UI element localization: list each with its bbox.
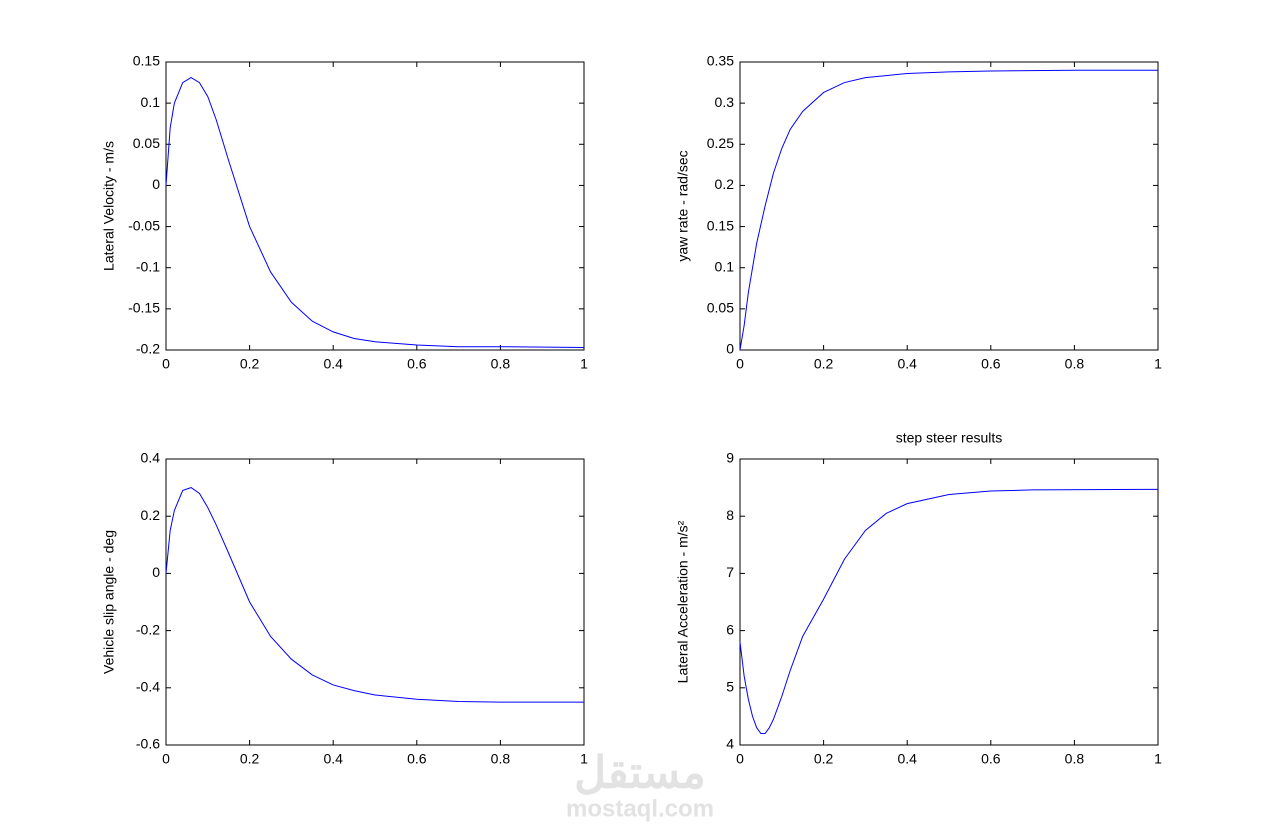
x-tick-label: 0.4: [323, 356, 343, 372]
y-tick-label: 4: [726, 736, 734, 752]
data-line: [739, 488, 1159, 735]
y-tick-label: -0.1: [136, 258, 160, 274]
x-tick-label: 0.2: [814, 751, 834, 767]
y-tick-label: 7: [726, 564, 734, 580]
axes-box: [739, 458, 1159, 746]
x-tick-label: 0.2: [240, 356, 260, 372]
data-line: [165, 487, 584, 703]
axes-box: [165, 458, 585, 746]
x-tick-label: 0.6: [981, 751, 1001, 767]
subplot: 0 0.2 0.4 0.6 0.8 1 -0.6 -0.4 -0.2 0 0.2 0.4 Vehicle…: [101, 450, 588, 767]
x-tick-label: 0.8: [1065, 751, 1085, 767]
y-tick-label: 8: [726, 507, 734, 523]
data-line: [739, 69, 1158, 351]
y-axis-label: Lateral Velocity - m/s: [101, 141, 117, 271]
y-tick-label: 0.15: [133, 53, 160, 69]
y-tick-label: 0: [726, 341, 734, 357]
y-axis-label: Vehicle slip angle - deg: [101, 530, 117, 674]
y-tick-label: 6: [726, 621, 734, 637]
x-tick-label: 1: [1154, 751, 1162, 767]
y-tick-label: -0.4: [136, 679, 160, 695]
axes-box: [165, 61, 585, 351]
x-tick-label: 0: [736, 356, 744, 372]
x-tick-label: 0.6: [407, 356, 427, 372]
y-tick-label: 0.2: [715, 176, 735, 192]
y-tick-label: -0.15: [128, 300, 160, 316]
y-tick-label: 0.15: [707, 217, 734, 233]
watermark-arabic: مستقل: [574, 749, 706, 798]
x-tick-label: 1: [580, 356, 588, 372]
y-tick-label: 0.1: [715, 258, 735, 274]
x-tick-label: 0: [162, 356, 170, 372]
y-tick-label: -0.2: [136, 621, 160, 637]
y-tick-label: 0.05: [133, 135, 160, 151]
subplot-title: step steer results: [896, 430, 1003, 446]
x-tick-label: 0.2: [814, 356, 834, 372]
x-tick-label: 0.8: [1065, 356, 1085, 372]
x-tick-label: 0.4: [897, 751, 917, 767]
x-tick-label: 0: [736, 751, 744, 767]
y-tick-label: 9: [726, 450, 734, 466]
x-tick-label: 0.4: [897, 356, 917, 372]
subplot: 0 0.2 0.4 0.6 0.8 1 -0.2 -0.15 -0.1 -0.05 0 0.05 0.1…: [101, 53, 588, 372]
y-tick-label: 0.1: [141, 94, 161, 110]
y-tick-label: 0.4: [141, 450, 161, 466]
data-line: [165, 77, 585, 349]
x-tick-label: 0.6: [981, 356, 1001, 372]
x-tick-label: 0.8: [491, 751, 511, 767]
x-tick-label: 0.4: [323, 751, 343, 767]
axes-box: [739, 61, 1159, 351]
x-tick-label: 0.8: [491, 356, 511, 372]
y-tick-label: 5: [726, 679, 734, 695]
x-tick-label: 1: [580, 751, 588, 767]
x-tick-label: 0: [162, 751, 170, 767]
x-tick-label: 0.6: [407, 751, 427, 767]
y-tick-label: 0.2: [141, 507, 161, 523]
subplot: 0 0.2 0.4 0.6 0.8 1 0 0.05 0.1 0.15 0.2 0.25 0.3 0.35…: [675, 53, 1162, 372]
watermark-latin: mostaql.com: [566, 795, 714, 822]
y-tick-label: 0.05: [707, 300, 734, 316]
y-tick-label: 0.3: [715, 94, 735, 110]
y-axis-label: Lateral Acceleration - m/s²: [675, 520, 691, 683]
y-tick-label: -0.05: [128, 217, 160, 233]
x-tick-label: 0.2: [240, 751, 260, 767]
y-tick-label: -0.6: [136, 736, 160, 752]
y-tick-label: -0.2: [136, 341, 160, 357]
y-tick-label: 0.35: [707, 53, 734, 69]
x-tick-label: 1: [1154, 356, 1162, 372]
y-axis-label: yaw rate - rad/sec: [675, 150, 691, 261]
subplot: 0 0.2 0.4 0.6 0.8 1 4 5 6 7 8 9 Lateral Acceleration…: [675, 430, 1162, 767]
y-tick-label: 0: [152, 176, 160, 192]
y-tick-label: 0: [152, 564, 160, 580]
y-tick-label: 0.25: [707, 135, 734, 151]
